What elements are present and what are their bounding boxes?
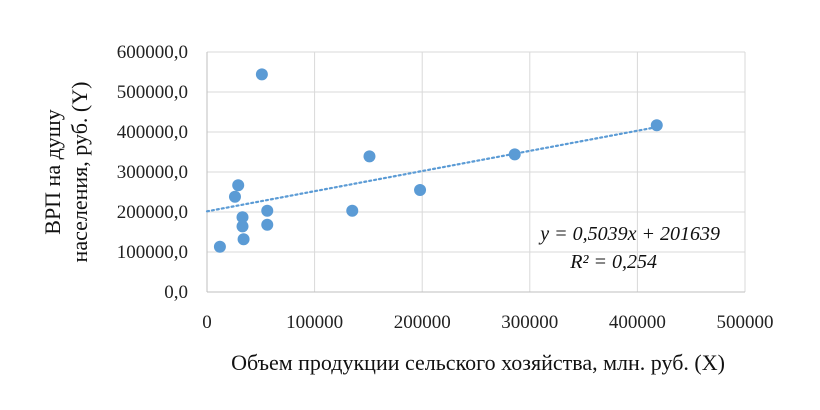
r-squared-label: R² = 0,254 [569, 251, 657, 273]
y-tick-label: 400000,0 [117, 122, 188, 143]
data-point [232, 179, 245, 192]
data-point [508, 148, 521, 161]
y-axis-title-line-1: ВРП на душу [40, 109, 65, 234]
y-tick-label: 100000,0 [117, 242, 188, 263]
x-axis-title: Объем продукции сельского хозяйства, млн… [231, 350, 725, 375]
y-axis-title-group: ВРП на душу населения, руб. (Y) [40, 82, 92, 263]
data-point [414, 184, 427, 196]
data-point [213, 240, 226, 253]
data-point [261, 204, 274, 217]
y-tick-label: 600000,0 [117, 42, 188, 63]
trendline-equation: y = 0,5039x + 201639 [538, 223, 720, 245]
points-layer [213, 68, 663, 253]
y-tick-label: 500000,0 [117, 82, 188, 103]
data-point [261, 218, 274, 231]
trend-layer [205, 125, 658, 213]
data-point [228, 190, 241, 203]
y-tick-label: 200000,0 [117, 202, 188, 223]
data-point [363, 150, 376, 163]
data-point [650, 119, 663, 132]
x-tick-label: 300000 [501, 312, 558, 333]
trendline [205, 125, 658, 213]
data-point [255, 68, 268, 81]
data-point [236, 220, 249, 233]
y-tick-label: 300000,0 [117, 162, 188, 183]
axis-layer [206, 52, 745, 293]
y-tick-label: 0,0 [164, 282, 188, 303]
x-tick-label: 500000 [717, 312, 774, 333]
x-tick-label: 100000 [286, 312, 343, 333]
x-tick-label: 200000 [394, 312, 451, 333]
label-layer: 0,0 100000,0 200000,0 300000,0 400000,0 50000… [117, 42, 774, 333]
y-axis-title-line-2: населения, руб. (Y) [67, 82, 92, 263]
data-point [346, 204, 359, 217]
grid-layer [206, 51, 746, 293]
data-point [237, 233, 250, 246]
x-tick-label: 400000 [609, 312, 666, 333]
x-tick-label: 0 [202, 312, 212, 333]
data-point [236, 211, 249, 224]
